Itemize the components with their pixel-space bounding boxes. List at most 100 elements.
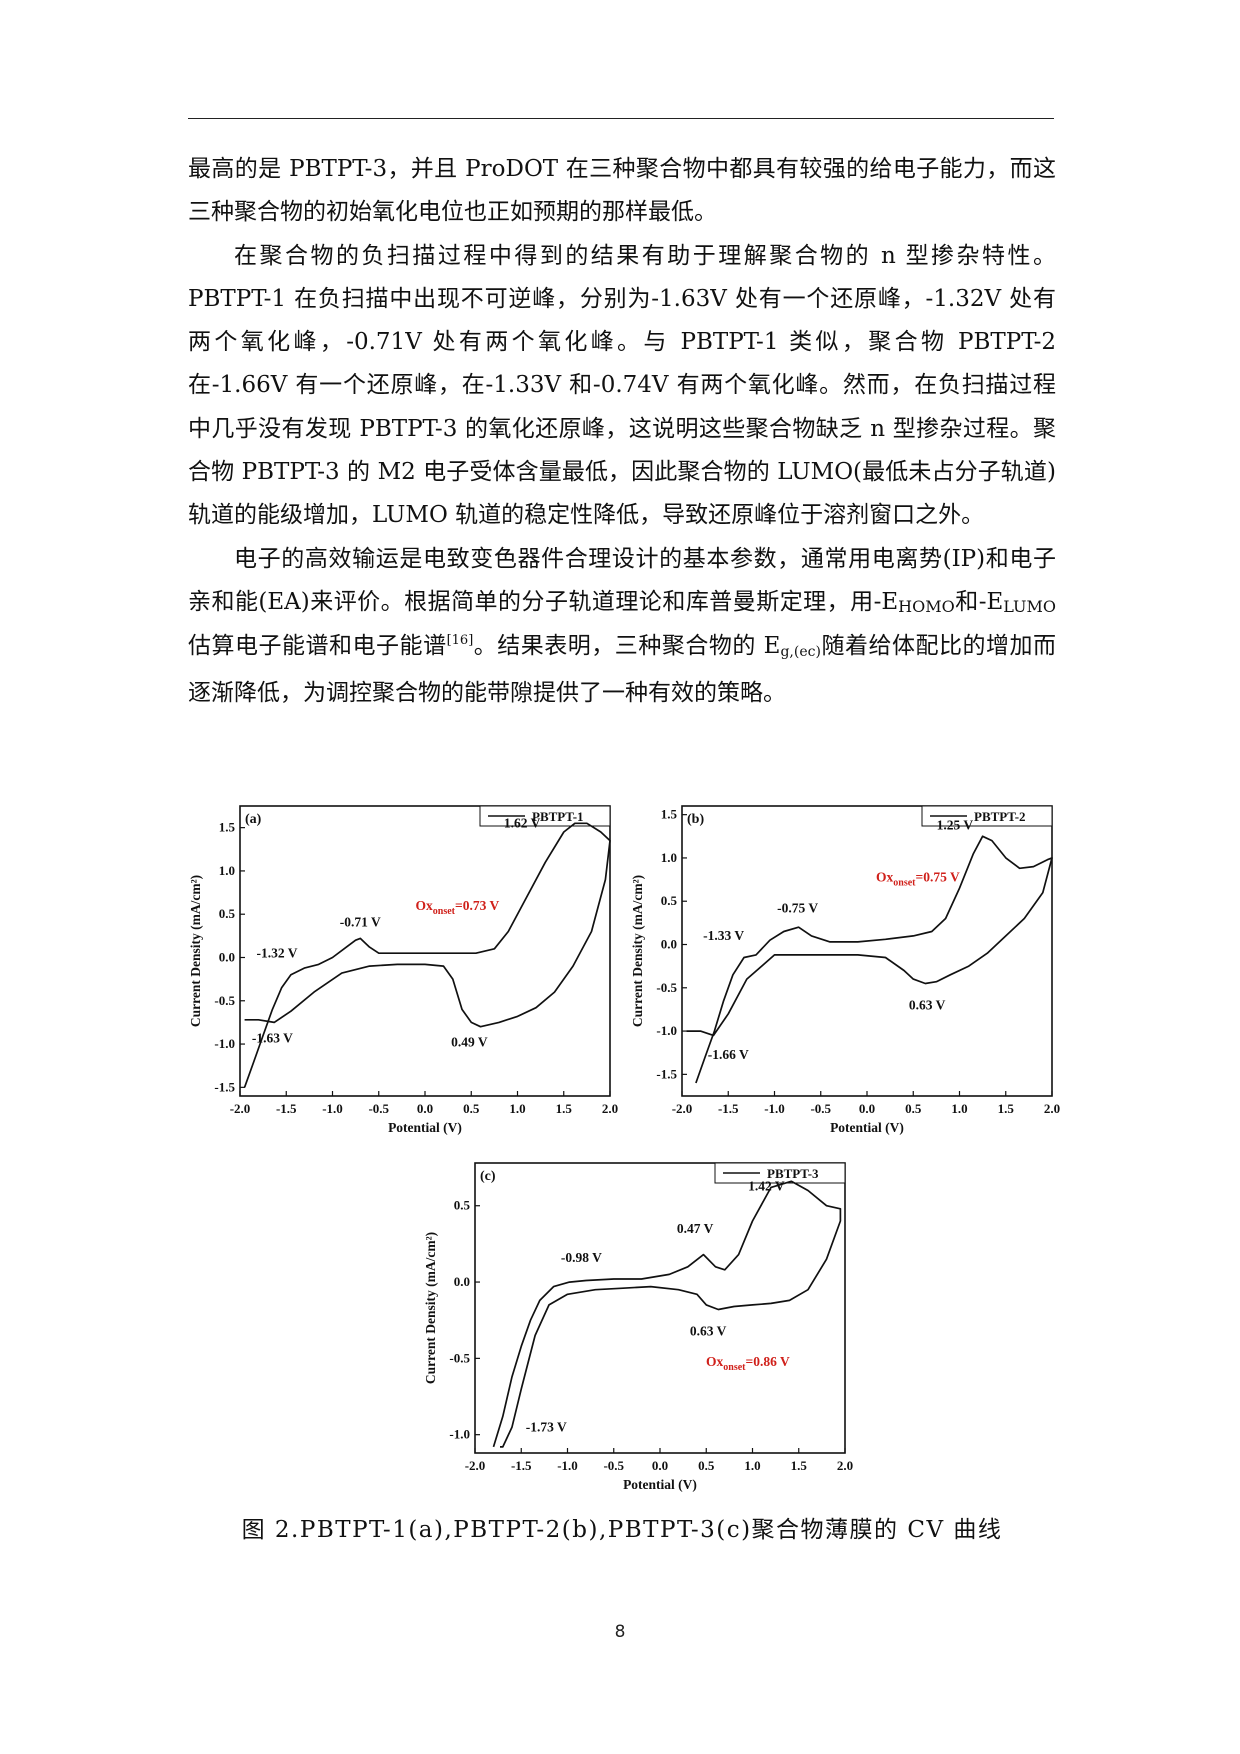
cv-curve — [492, 1180, 842, 1448]
x-tick-label: -0.5 — [810, 1101, 831, 1116]
cv-curve — [686, 835, 1053, 1084]
x-tick-label: 0.5 — [698, 1458, 715, 1473]
annotation-main: -1.33 V — [703, 928, 744, 943]
x-tick-label: 2.0 — [602, 1101, 618, 1116]
y-tick-label: 0.5 — [454, 1198, 471, 1213]
peak-annotation: 1.62 V — [504, 816, 541, 831]
page-number: 8 — [614, 1622, 626, 1642]
y-tick-label: 1.5 — [661, 807, 678, 822]
para3-text-2: 和-E — [954, 588, 1004, 615]
y-tick-label: 0.5 — [661, 893, 678, 908]
x-tick-label: 1.0 — [744, 1458, 760, 1473]
x-tick-label: 0.5 — [463, 1101, 480, 1116]
x-tick-label: 2.0 — [1044, 1101, 1060, 1116]
panel-label: (c) — [480, 1169, 496, 1184]
annotation-subscript: onset — [893, 877, 916, 888]
x-axis-label: Potential (V) — [388, 1120, 462, 1135]
annotation-main: 0.47 V — [677, 1221, 714, 1236]
peak-annotation: -1.63 V — [252, 1030, 293, 1045]
annotation-main: Ox — [706, 1354, 724, 1369]
x-tick-label: 1.5 — [791, 1458, 808, 1473]
legend-label: PBTPT-3 — [767, 1166, 819, 1181]
panel-label: (a) — [245, 812, 262, 827]
y-axis-label: Current Density (mA/cm²) — [188, 875, 203, 1027]
y-tick-label: -0.5 — [214, 993, 235, 1008]
body-text: 最高的是 PBTPT-3，并且 ProDOT 在三种聚合物中都具有较强的给电子能… — [188, 148, 1056, 715]
peak-annotation: -0.71 V — [340, 914, 381, 929]
annotation-main: 1.62 V — [504, 816, 541, 831]
paragraph-1: 最高的是 PBTPT-3，并且 ProDOT 在三种聚合物中都具有较强的给电子能… — [188, 156, 1056, 226]
x-tick-label: -2.0 — [230, 1101, 251, 1116]
annotation-main: -0.75 V — [777, 900, 818, 915]
y-tick-label: -0.5 — [656, 980, 677, 995]
peak-annotation: 0.63 V — [909, 997, 946, 1012]
header-rule — [188, 118, 1054, 119]
figure-caption: 图 2.PBTPT-1(a),PBTPT-2(b),PBTPT-3(c)聚合物薄… — [241, 1517, 1003, 1543]
annotation-suffix: =0.86 V — [746, 1354, 790, 1369]
annotation-main: 1.25 V — [937, 817, 974, 832]
y-tick-label: 1.5 — [219, 820, 236, 835]
annotation-main: -1.73 V — [526, 1420, 567, 1435]
onset-annotation: Oxonset=0.86 V — [706, 1354, 790, 1373]
peak-annotation: -0.75 V — [777, 900, 818, 915]
annotation-suffix: =0.75 V — [916, 869, 960, 884]
cv-chart-b: -2.0 -1.5 -1.0 -0.5 0.0 0.5 1.0 1.5 2.0 -1.5 -1.0 -… — [630, 805, 1060, 1135]
para3-text-5: 随着给体配比的增加而逐渐降低，为调控聚合物的能带隙提供了一种有效的策略。 — [188, 633, 1057, 706]
x-tick-label: 0.0 — [652, 1458, 668, 1473]
x-tick-label: 0.0 — [859, 1101, 875, 1116]
peak-annotation: -1.33 V — [703, 928, 744, 943]
annotation-suffix: =0.73 V — [455, 898, 499, 913]
peak-annotation: -1.73 V — [526, 1420, 567, 1435]
para3-text-4: 。结果表明，三种聚合物的 E — [473, 633, 781, 660]
peak-annotation: 1.42 V — [748, 1178, 785, 1193]
annotation-main: -0.98 V — [561, 1250, 602, 1265]
annotation-main: -1.32 V — [256, 945, 297, 960]
y-tick-label: -1.0 — [656, 1023, 677, 1038]
homo-subscript: HOMO — [898, 596, 955, 616]
cv-curve — [243, 822, 611, 1088]
legend-label: PBTPT-2 — [974, 809, 1026, 824]
annotation-main: -1.66 V — [708, 1047, 749, 1062]
x-tick-label: -1.5 — [511, 1458, 532, 1473]
legend-box — [714, 1162, 846, 1184]
paragraph-2: 在聚合物的负扫描过程中得到的结果有助于理解聚合物的 n 型掺杂特性。PBTPT-… — [188, 242, 1056, 529]
onset-annotation: Oxonset=0.73 V — [416, 898, 500, 917]
y-tick-label: 1.0 — [661, 850, 677, 865]
peak-annotation: -1.32 V — [256, 945, 297, 960]
x-tick-label: 2.0 — [837, 1458, 853, 1473]
x-tick-label: -1.0 — [322, 1101, 343, 1116]
y-tick-label: 0.0 — [661, 937, 677, 952]
citation-superscript: [16] — [446, 633, 474, 649]
annotation-main: 1.42 V — [748, 1178, 785, 1193]
legend-box — [479, 805, 611, 827]
annotation-main: 0.49 V — [451, 1035, 488, 1050]
peak-annotation: -0.98 V — [561, 1250, 602, 1265]
annotation-main: 0.63 V — [909, 997, 946, 1012]
y-tick-label: 0.0 — [454, 1274, 470, 1289]
y-tick-label: -1.0 — [214, 1036, 235, 1051]
annotation-subscript: onset — [723, 1362, 746, 1373]
x-axis-label: Potential (V) — [623, 1477, 697, 1492]
annotation-main: -0.71 V — [340, 914, 381, 929]
legend-label: PBTPT-1 — [532, 809, 584, 824]
y-tick-label: 0.0 — [219, 949, 235, 964]
panel-label: (b) — [687, 812, 704, 827]
y-tick-label: -1.5 — [214, 1079, 235, 1094]
para3-text-1: 电子的高效输运是电致变色器件合理设计的基本参数，通常用电离势(IP)和电子亲和能… — [188, 545, 1056, 615]
onset-annotation: Oxonset=0.75 V — [876, 869, 960, 888]
annotation-main: Ox — [876, 869, 894, 884]
x-tick-label: 1.0 — [509, 1101, 525, 1116]
x-tick-label: 0.5 — [905, 1101, 922, 1116]
x-tick-label: 1.0 — [951, 1101, 967, 1116]
x-tick-label: -1.0 — [764, 1101, 785, 1116]
x-tick-label: 0.0 — [417, 1101, 433, 1116]
lumo-subscript: LUMO — [1003, 596, 1056, 616]
y-axis-label: Current Density (mA/cm²) — [423, 1232, 438, 1384]
y-tick-label: 1.0 — [219, 863, 235, 878]
plot-frame — [474, 1162, 846, 1454]
peak-annotation: 0.63 V — [690, 1323, 727, 1338]
x-tick-label: -2.0 — [672, 1101, 693, 1116]
x-axis-label: Potential (V) — [830, 1120, 904, 1135]
annotation-main: Ox — [416, 898, 434, 913]
peak-annotation: 0.49 V — [451, 1035, 488, 1050]
